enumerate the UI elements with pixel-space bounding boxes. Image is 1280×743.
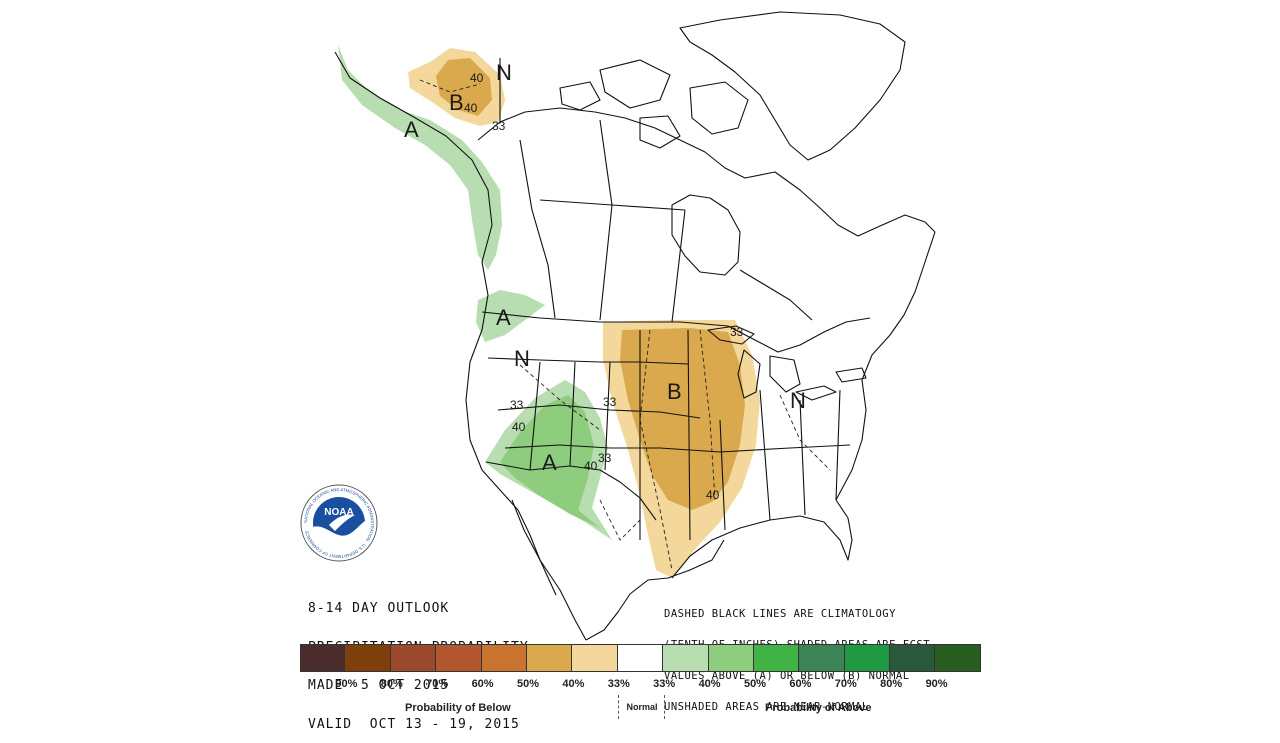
pnw-above-33-area [476, 290, 545, 342]
legend-swatch [935, 644, 981, 672]
climatology-lines [419, 79, 831, 571]
note-line-3: VALUES ABOVE (A) OR BELOW (B) NORMAL [664, 670, 910, 682]
greenland [679, 11, 906, 161]
southwest-above-40-area [500, 395, 600, 528]
alaska-below-40-area [436, 58, 492, 116]
above-caption: Probability of Above [765, 702, 872, 714]
legend-swatch [799, 644, 845, 672]
legend-percent-label: 33% [607, 678, 630, 690]
legend-percent-label: 60% [471, 678, 494, 690]
southwest-contour-40b: 40 [584, 459, 598, 473]
legend-percent-label: 40% [562, 678, 585, 690]
below-caption: Probability of Below [405, 702, 511, 714]
alaska-below-letter: B [449, 90, 464, 115]
note-line-4: UNSHADED AREAS ARE NEAR-NORMAL [664, 701, 869, 713]
legend-swatch [753, 644, 800, 672]
continent-west-coast [334, 51, 587, 641]
precipitation-outlook-map: B A N 40 40 33 A N N A 33 40 40 33 B 33 … [300, 11, 936, 641]
southwest-contour-40a: 40 [512, 420, 526, 434]
legend-percent-label: 70% [834, 678, 857, 690]
noaa-logo-text: NOAA [324, 507, 353, 518]
great-lakes [707, 325, 867, 401]
noaa-logo: NOAA NATIONAL OCEANIC AND ATMOSPHERIC AD… [300, 484, 378, 562]
legend-separator-left [618, 695, 619, 719]
forecast-shading [338, 45, 760, 578]
central-contour-33b: 33 [730, 325, 744, 339]
canadian-province-lines [519, 119, 813, 323]
map-outlines [334, 11, 936, 641]
alaska-above-letter: A [404, 117, 419, 142]
legend-percent-label: 80% [380, 678, 403, 690]
legend-swatch [526, 644, 573, 672]
central-contour-33a: 33 [603, 395, 617, 409]
note-line-1: DASHED BLACK LINES ARE CLIMATOLOGY [664, 608, 896, 620]
mexico-outline [585, 539, 725, 641]
legend-percent-label: 50% [516, 678, 539, 690]
alaska-contour-40b: 40 [464, 101, 478, 115]
legend-swatch [345, 644, 391, 672]
legend-swatch [890, 644, 936, 672]
southwest-above-letter: A [542, 450, 557, 475]
us-canada-border [481, 311, 871, 353]
west-normal-letter: N [514, 346, 530, 371]
legend-swatch [708, 644, 754, 672]
arctic-islands [559, 59, 749, 149]
us-state-lines [487, 329, 851, 541]
arctic-coast [499, 107, 936, 237]
legend-swatch [663, 644, 709, 672]
central-below-40-area [620, 328, 745, 510]
legend-swatch [844, 644, 891, 672]
legend-percent-label: 60% [789, 678, 812, 690]
legend-percent-label: 40% [698, 678, 721, 690]
legend-percent-label: 70% [426, 678, 449, 690]
baja-peninsula [511, 499, 557, 596]
central-contour-40: 40 [706, 488, 720, 502]
central-below-letter: B [667, 379, 682, 404]
probability-legend [300, 644, 981, 672]
outlook-made-date: MADE 5 OCT 2015 [308, 678, 450, 694]
legend-swatch [390, 644, 437, 672]
southwest-contour-33a: 33 [510, 398, 524, 412]
map-labels: B A N 40 40 33 A N N A 33 40 40 33 B 33 … [404, 60, 806, 502]
legend-swatch [436, 644, 482, 672]
east-coast [835, 231, 936, 501]
legend-swatch [481, 644, 527, 672]
legend-percent-label: 50% [743, 678, 766, 690]
coast-above-33-area [338, 45, 502, 270]
alaska-normal-letter: N [496, 60, 512, 85]
legend-swatch [617, 644, 664, 672]
legend-swatch [300, 644, 346, 672]
gulf-coast [671, 499, 853, 579]
normal-caption: Normal [626, 702, 658, 712]
pnw-above-letter: A [496, 305, 511, 330]
alaska-contour-33: 33 [492, 119, 506, 133]
legend-percent-label: 80% [880, 678, 903, 690]
southwest-contour-33b: 33 [598, 451, 612, 465]
legend-percent-label: 90% [335, 678, 358, 690]
alaska-canada-border [477, 58, 501, 141]
legend-swatch [572, 644, 618, 672]
legend-percent-label: 90% [925, 678, 948, 690]
alaska-contour-40a: 40 [470, 71, 484, 85]
legend-separator-right [664, 695, 665, 719]
outlook-title: 8-14 DAY OUTLOOK [308, 601, 450, 616]
east-normal-letter: N [790, 388, 806, 413]
legend-percent-label: 33% [653, 678, 676, 690]
